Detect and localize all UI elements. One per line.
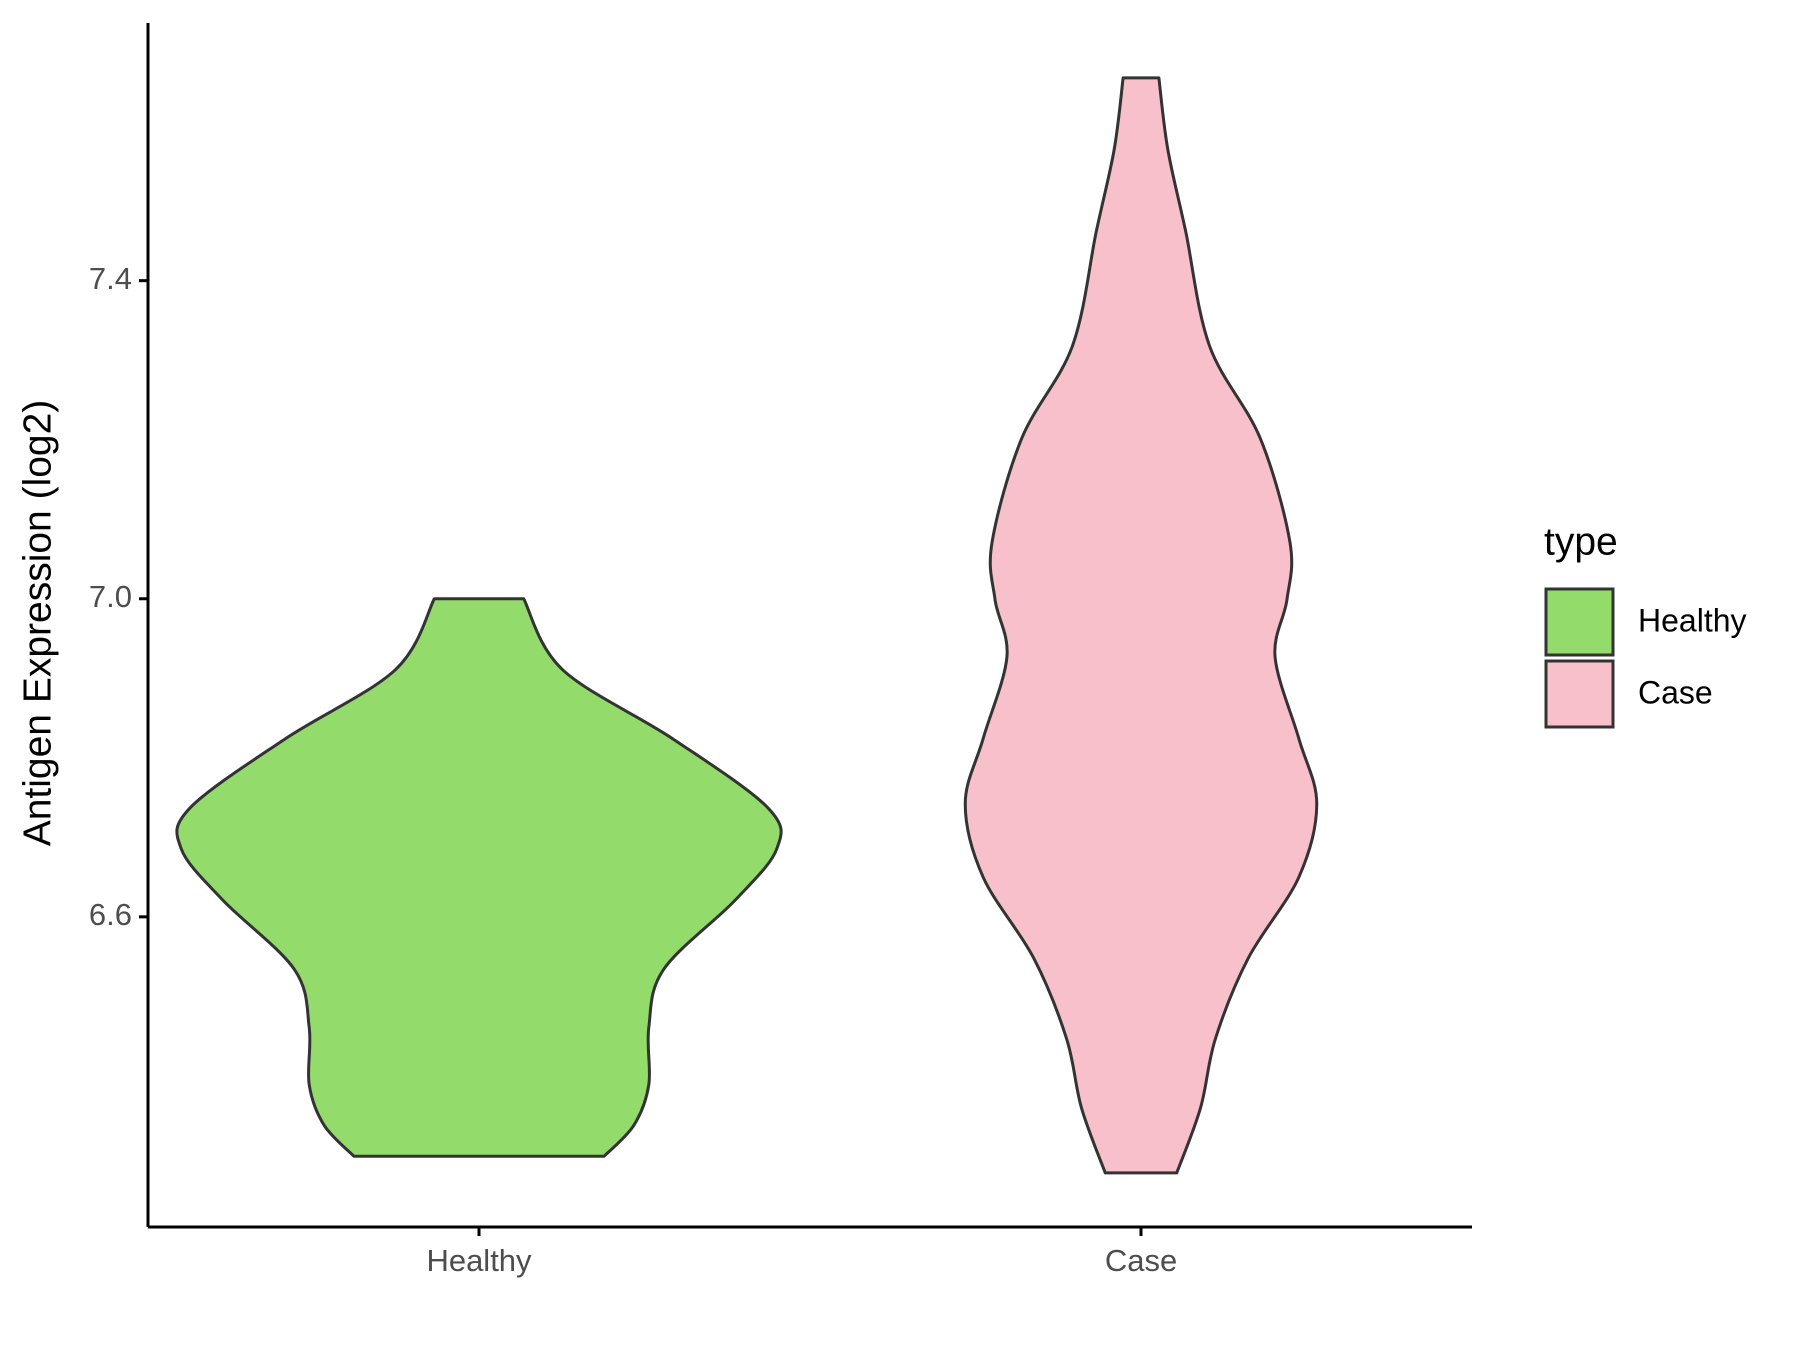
x-tick-label: Healthy	[426, 1243, 532, 1278]
legend-swatch	[1544, 587, 1615, 657]
y-tick-label: 7.0	[89, 579, 132, 614]
legend-title: type	[1544, 520, 1618, 563]
legend-label: Healthy	[1638, 602, 1747, 638]
y-tick-label: 6.6	[89, 897, 132, 932]
y-tick-label: 7.4	[89, 261, 132, 296]
violin	[963, 76, 1319, 1175]
legend-swatch	[1544, 659, 1615, 729]
legend-label: Case	[1638, 674, 1713, 710]
violin	[175, 597, 783, 1158]
y-axis-title: Antigen Expression (log2)	[16, 400, 59, 847]
x-tick-label: Case	[1105, 1243, 1177, 1278]
